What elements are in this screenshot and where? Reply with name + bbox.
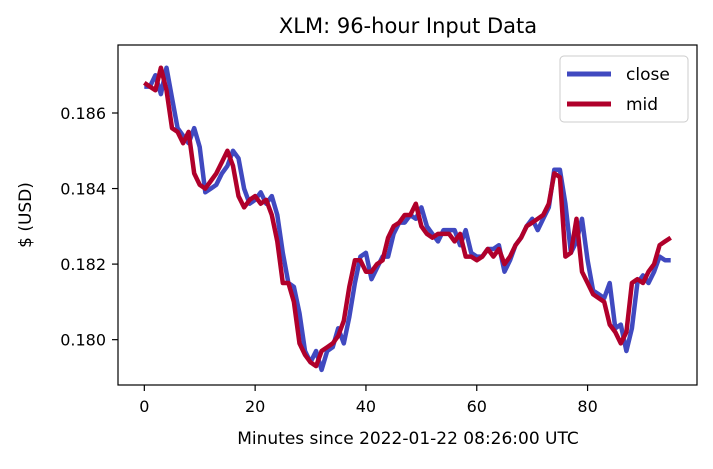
x-tick-label: 0 xyxy=(139,397,149,416)
legend-label-mid: mid xyxy=(626,95,658,115)
series-lines xyxy=(143,65,672,373)
plot-area-frame xyxy=(117,44,698,386)
y-tick-label: 0.184 xyxy=(60,180,106,199)
series-line-mid xyxy=(143,65,672,369)
x-tick-label: 20 xyxy=(245,397,265,416)
legend-label-close: close xyxy=(626,65,670,85)
x-tick-label: 80 xyxy=(577,397,597,416)
x-tick-label: 60 xyxy=(467,397,487,416)
y-tick-label: 0.180 xyxy=(60,331,106,350)
x-axis-ticks: 0 20 40 60 80 xyxy=(139,385,598,416)
y-tick-label: 0.186 xyxy=(60,104,106,123)
x-axis-label: Minutes since 2022-01-22 08:26:00 UTC xyxy=(237,429,579,449)
y-axis-ticks: 0.180 0.182 0.184 0.186 xyxy=(60,104,118,350)
series-line-close xyxy=(144,65,671,373)
x-tick-label: 40 xyxy=(356,397,376,416)
y-tick-label: 0.182 xyxy=(60,255,106,274)
chart-title: XLM: 96-hour Input Data xyxy=(279,14,537,38)
legend: close mid xyxy=(559,55,689,123)
y-axis-label: $ (USD) xyxy=(16,182,36,248)
